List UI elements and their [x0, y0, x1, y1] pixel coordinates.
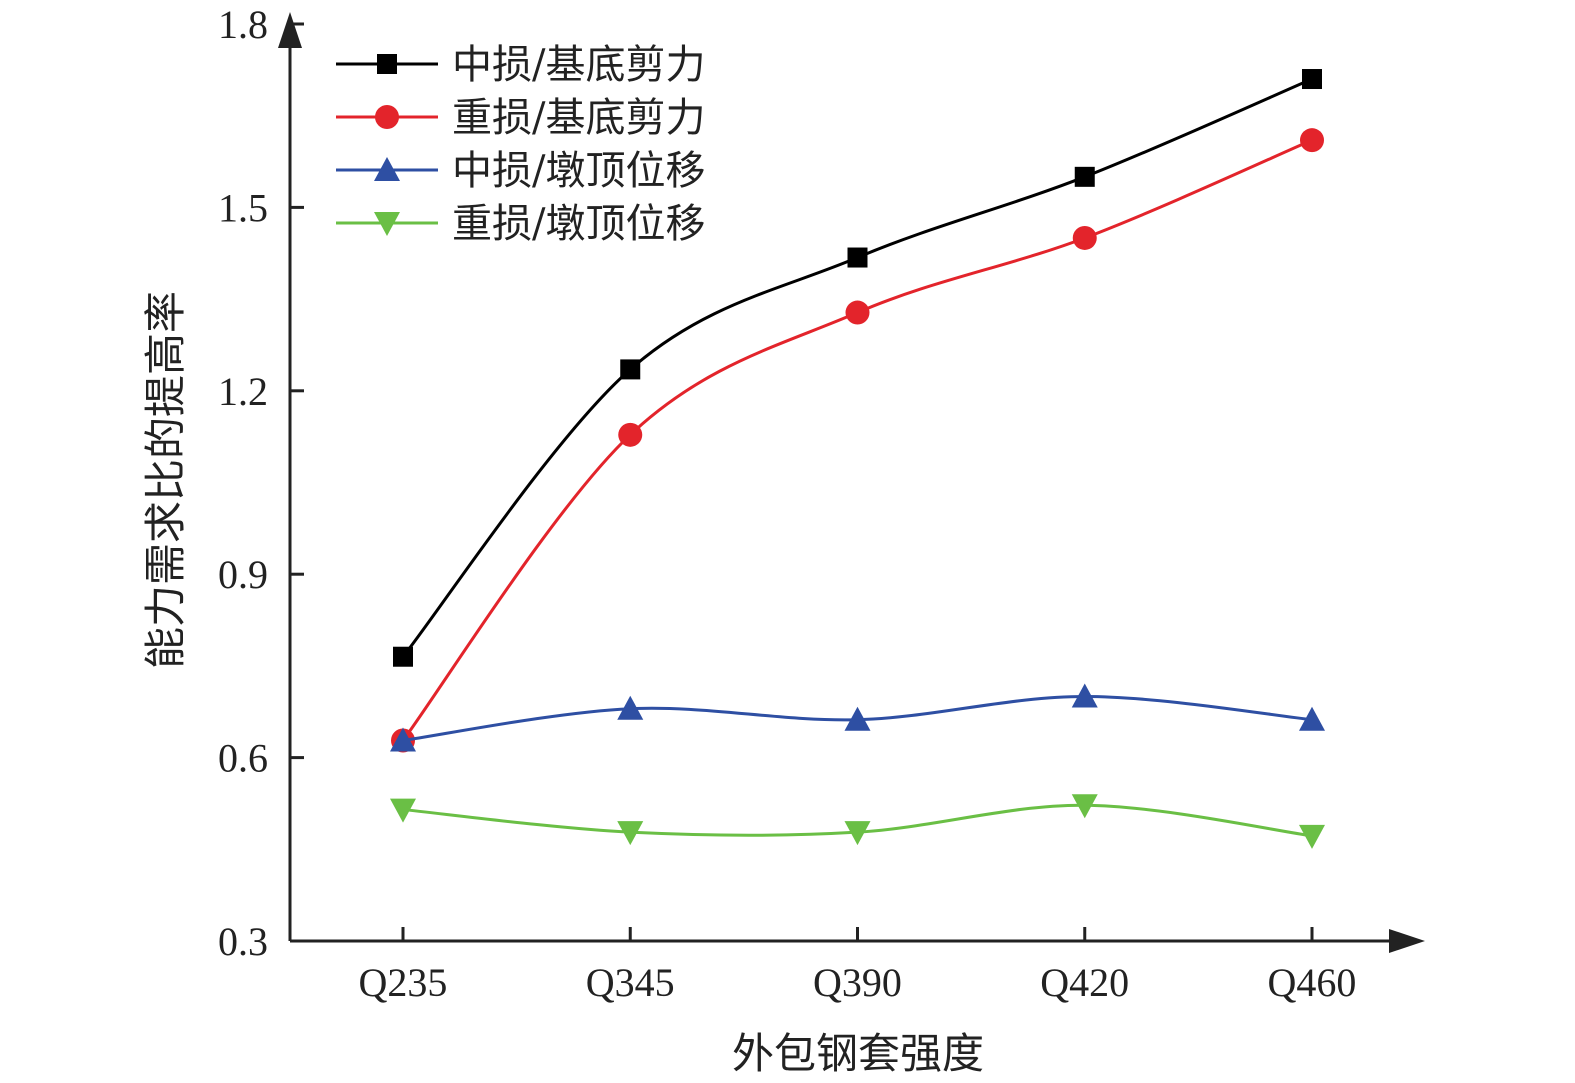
legend-label: 重损/墩顶位移: [452, 201, 705, 247]
x-tick-label: Q420: [1040, 960, 1129, 1005]
series-3: [390, 683, 1325, 752]
legend-marker: [375, 105, 399, 129]
data-point: [1299, 824, 1325, 849]
y-tick-label: 1.8: [218, 2, 268, 47]
legend-item: 中损/基底剪力: [336, 42, 705, 88]
data-point: [1074, 166, 1095, 187]
data-point: [844, 706, 871, 731]
x-tick-label: Q460: [1268, 960, 1357, 1005]
axes: 0.3 0.6 0.9 1.2 1.5 1.8 Q235 Q345 Q390 Q420 Q460: [218, 2, 1425, 1005]
data-point: [393, 646, 413, 667]
data-point: [390, 798, 416, 823]
series-layer: [390, 69, 1325, 849]
y-tick-label: 1.2: [218, 369, 268, 414]
series-line: [401, 77, 1313, 658]
y-axis-arrow: [278, 12, 302, 48]
legend-marker: [377, 54, 397, 74]
legend-label: 中损/基底剪力: [452, 42, 705, 88]
data-point: [1072, 225, 1097, 250]
x-axis-arrow: [1389, 929, 1425, 953]
legend-marker: [374, 157, 400, 181]
legend-marker: [374, 212, 400, 236]
legend-label: 中损/墩顶位移: [452, 148, 705, 194]
legend-item: 重损/基底剪力: [336, 95, 705, 141]
x-axis-title: 外包钢套强度: [732, 1029, 984, 1078]
series-line: [401, 138, 1313, 742]
data-point: [1300, 128, 1324, 153]
data-point: [618, 422, 643, 447]
y-tick-label: 1.5: [218, 185, 268, 230]
data-point: [617, 821, 644, 846]
data-point: [620, 359, 641, 380]
y-tick-label: 0.3: [218, 919, 268, 964]
y-tick-label: 0.6: [218, 736, 268, 781]
legend-item: 中损/墩顶位移: [336, 148, 705, 194]
x-tick-label: Q390: [813, 960, 902, 1005]
series-1: [393, 69, 1322, 667]
data-point: [1299, 706, 1325, 731]
data-point: [847, 247, 868, 268]
data-point: [390, 727, 416, 752]
y-tick-label: 0.9: [218, 552, 268, 597]
data-point: [617, 695, 644, 720]
data-point: [845, 300, 870, 325]
y-axis-title: 能力需求比的提高率: [141, 291, 190, 669]
data-point: [844, 821, 871, 846]
series-4: [390, 794, 1325, 849]
x-tick-label: Q235: [359, 960, 448, 1005]
data-point: [1071, 794, 1098, 819]
series-2: [391, 128, 1324, 753]
data-point: [1071, 683, 1098, 708]
x-tick-label: Q345: [586, 960, 675, 1005]
data-point: [1302, 69, 1322, 90]
legend-label: 重损/基底剪力: [452, 95, 705, 141]
legend-item: 重损/墩顶位移: [336, 201, 705, 247]
